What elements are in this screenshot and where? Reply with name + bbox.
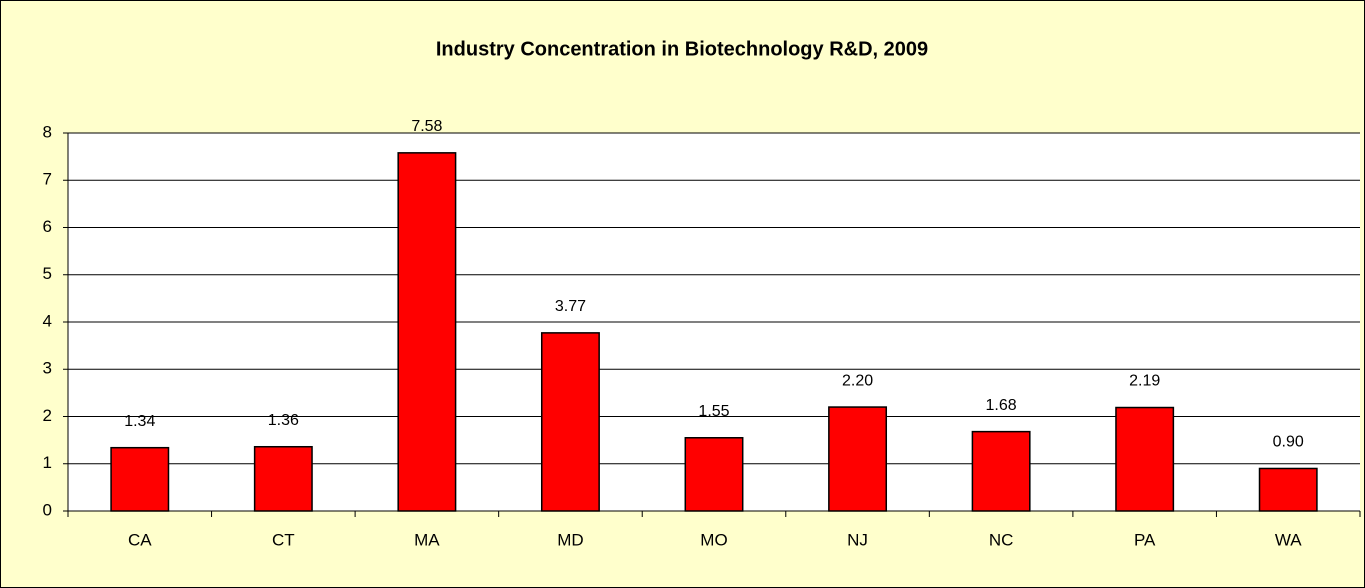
x-tick-label: NC (989, 530, 1014, 549)
x-tick-label: MA (414, 530, 440, 549)
x-tick-label: WA (1275, 530, 1302, 549)
bar (397, 152, 457, 512)
x-tick-label: MO (700, 530, 727, 549)
y-tick-label: 2 (43, 406, 52, 425)
bar (684, 437, 744, 512)
y-tick-label: 7 (43, 170, 52, 189)
x-tick-label: MD (557, 530, 583, 549)
bar (1258, 467, 1318, 512)
y-tick-label: 6 (43, 217, 52, 236)
value-label: 3.77 (555, 298, 586, 315)
chart-title: Industry Concentration in Biotechnology … (436, 38, 928, 60)
x-tick-label: CA (128, 530, 152, 549)
bar (110, 446, 170, 512)
y-tick-label: 1 (43, 453, 52, 472)
y-tick-label: 5 (43, 264, 52, 283)
x-tick-label: NJ (847, 530, 868, 549)
value-label: 1.34 (124, 413, 155, 430)
bar (1115, 406, 1175, 512)
value-label: 1.68 (986, 397, 1017, 414)
value-label: 1.55 (698, 403, 729, 420)
x-tick-label: CT (272, 530, 295, 549)
value-label: 0.90 (1273, 434, 1304, 451)
bar (971, 430, 1031, 512)
value-label: 1.36 (268, 412, 299, 429)
y-tick-label: 3 (43, 359, 52, 378)
bar (253, 445, 313, 512)
y-tick-label: 8 (43, 122, 52, 141)
value-label: 2.19 (1129, 373, 1160, 390)
value-label: 7.58 (411, 118, 442, 135)
value-label: 2.20 (842, 372, 873, 389)
x-tick-label: PA (1134, 530, 1156, 549)
bar (540, 332, 600, 512)
y-tick-label: 0 (43, 500, 52, 519)
y-tick-label: 4 (43, 311, 52, 330)
bar (828, 406, 888, 512)
